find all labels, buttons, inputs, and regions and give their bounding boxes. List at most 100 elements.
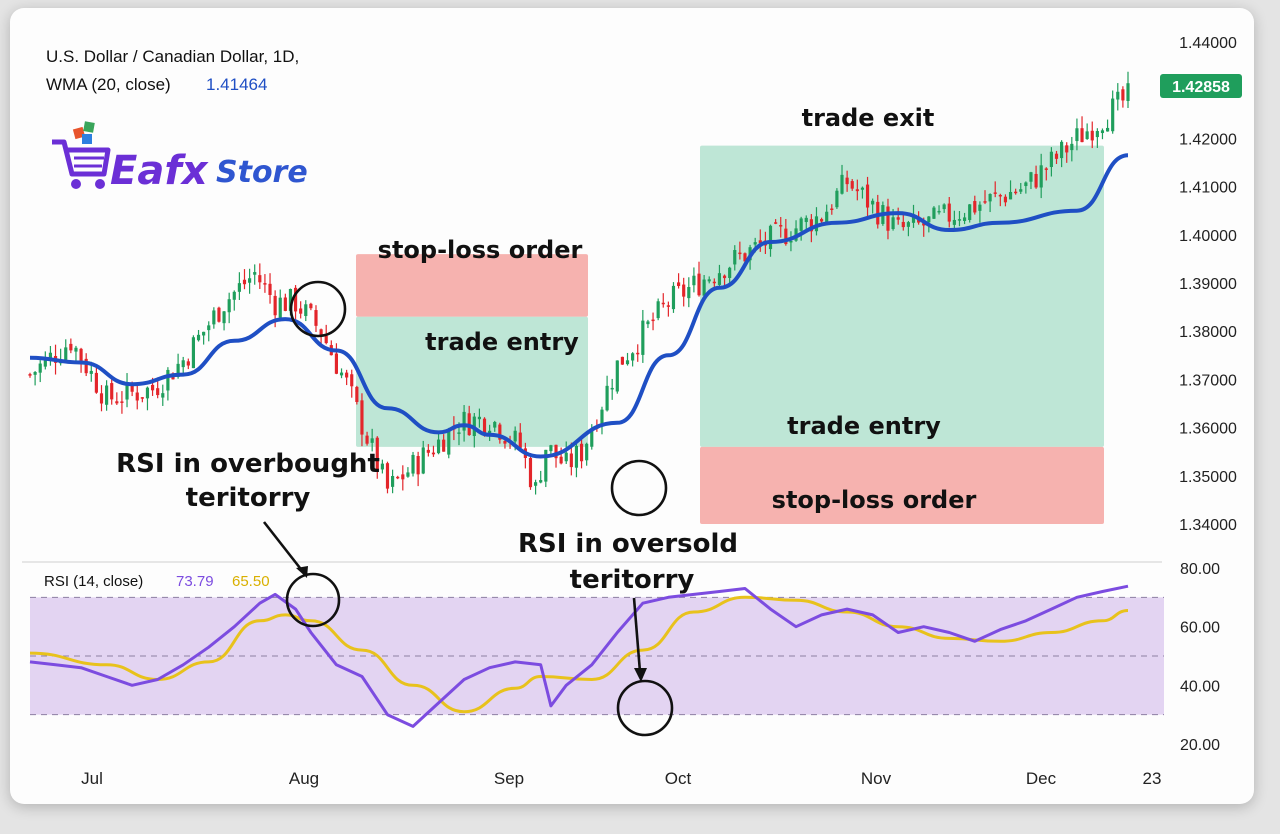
candle-body: [620, 356, 624, 365]
trade-entry-label-1: trade entry: [425, 328, 579, 356]
candle-body: [339, 372, 344, 376]
candle-body: [876, 201, 880, 225]
candle-body: [534, 482, 538, 486]
overbought-arrow: [262, 521, 302, 569]
candle-body: [825, 211, 829, 224]
candle-body: [610, 387, 614, 390]
candle-body: [636, 352, 640, 355]
candle-body: [135, 392, 139, 401]
candle-body: [360, 400, 364, 435]
oversold-label-line1: RSI in oversold: [518, 529, 738, 559]
rsi-legend-label: RSI (14, close): [44, 573, 143, 590]
candle-body: [1070, 143, 1074, 151]
candle-body: [1090, 130, 1094, 141]
price-tick-label: 1.37000: [1179, 372, 1237, 389]
candle-body: [513, 430, 517, 442]
candle-body: [865, 184, 870, 208]
candle-body: [1126, 83, 1130, 101]
candle-body: [309, 303, 313, 309]
candle-body: [110, 383, 114, 400]
candle-body: [1054, 153, 1059, 159]
candle-body: [33, 372, 37, 375]
overbought-arrowhead: [296, 566, 308, 578]
candle-body: [968, 204, 972, 220]
price-tick-label: 1.35000: [1179, 469, 1237, 486]
candle-body: [120, 401, 124, 403]
candle-body: [191, 337, 196, 369]
candle-body: [886, 206, 890, 231]
candle-body: [181, 360, 185, 368]
candle-body: [743, 253, 747, 262]
candle-body: [1116, 91, 1120, 100]
wma-legend-label: WMA (20, close): [46, 75, 171, 94]
candle-body: [38, 363, 42, 373]
candle-body: [288, 288, 293, 311]
candle-body: [99, 393, 104, 404]
candle-body: [809, 219, 813, 232]
price-tick-label: 1.34000: [1179, 517, 1237, 534]
candle-body: [717, 273, 722, 285]
rsi-legend-value: 73.79: [176, 573, 214, 590]
candle-body: [48, 352, 53, 360]
candle-body: [1080, 128, 1084, 143]
candle-body: [901, 221, 905, 228]
candle-body: [222, 311, 226, 324]
candle-body: [957, 219, 962, 221]
candle-body: [89, 370, 93, 374]
logo-text-eafx: Eafx: [110, 148, 209, 194]
candle-body: [345, 372, 349, 378]
candle-body: [28, 374, 32, 376]
stop-loss-label-2: stop-loss order: [772, 486, 977, 514]
candle-body: [993, 192, 997, 194]
candle-body: [1105, 127, 1110, 132]
logo-text-store: Store: [216, 155, 308, 190]
candle-body: [1095, 131, 1099, 138]
candle-body: [789, 240, 793, 243]
candle-body: [871, 200, 875, 205]
candle-body: [779, 225, 783, 227]
time-tick-label: Sep: [494, 769, 524, 788]
candle-body: [641, 320, 645, 355]
candle-body: [927, 216, 931, 223]
cart-icon: [52, 121, 111, 189]
stop-loss-zone-2: [700, 446, 1104, 524]
candle-body: [569, 453, 573, 468]
overbought-label-line2: teritorry: [186, 483, 311, 513]
overbought-label-line1: RSI in overbought: [116, 449, 380, 479]
symbol-title: U.S. Dollar / Canadian Dollar, 1D,: [46, 47, 299, 66]
candle-body: [64, 347, 68, 360]
candle-body: [661, 302, 665, 305]
price-axis: 1.44000 1.42000 1.41000 1.40000 1.39000 1.380…: [1179, 35, 1237, 534]
candle-body: [564, 452, 568, 462]
candle-body: [677, 282, 681, 287]
candle-body: [702, 279, 706, 296]
time-tick-label: Aug: [289, 769, 319, 788]
candle-body: [1121, 89, 1125, 101]
candle-body: [1085, 131, 1089, 139]
candle-body: [115, 401, 119, 404]
candle-body: [283, 297, 287, 311]
candle-body: [447, 428, 451, 455]
time-tick-label: Oct: [665, 769, 692, 788]
candle-body: [401, 474, 405, 480]
rsi-ma-legend-value: 65.50: [232, 573, 270, 590]
candle-body: [835, 190, 839, 208]
candle-body: [258, 275, 262, 283]
trade-exit-zone: [700, 145, 1104, 447]
wma-line: [29, 153, 1129, 459]
candle-body: [651, 319, 655, 322]
candle-body: [518, 432, 522, 448]
candle-body: [625, 360, 630, 365]
candle-body: [105, 385, 109, 405]
time-tick-label: Nov: [861, 769, 892, 788]
candle-body: [1100, 130, 1105, 134]
candle-body: [988, 194, 992, 202]
rsi-ma-line: [29, 595, 1129, 714]
candle-body: [385, 463, 390, 489]
price-tick-label: 1.44000: [1179, 35, 1237, 52]
price-tick-label: 1.36000: [1179, 421, 1237, 438]
candle-body: [544, 449, 548, 482]
rsi-circle-overbought: [285, 572, 341, 628]
candle-body: [554, 444, 558, 459]
candle-body: [615, 360, 619, 392]
